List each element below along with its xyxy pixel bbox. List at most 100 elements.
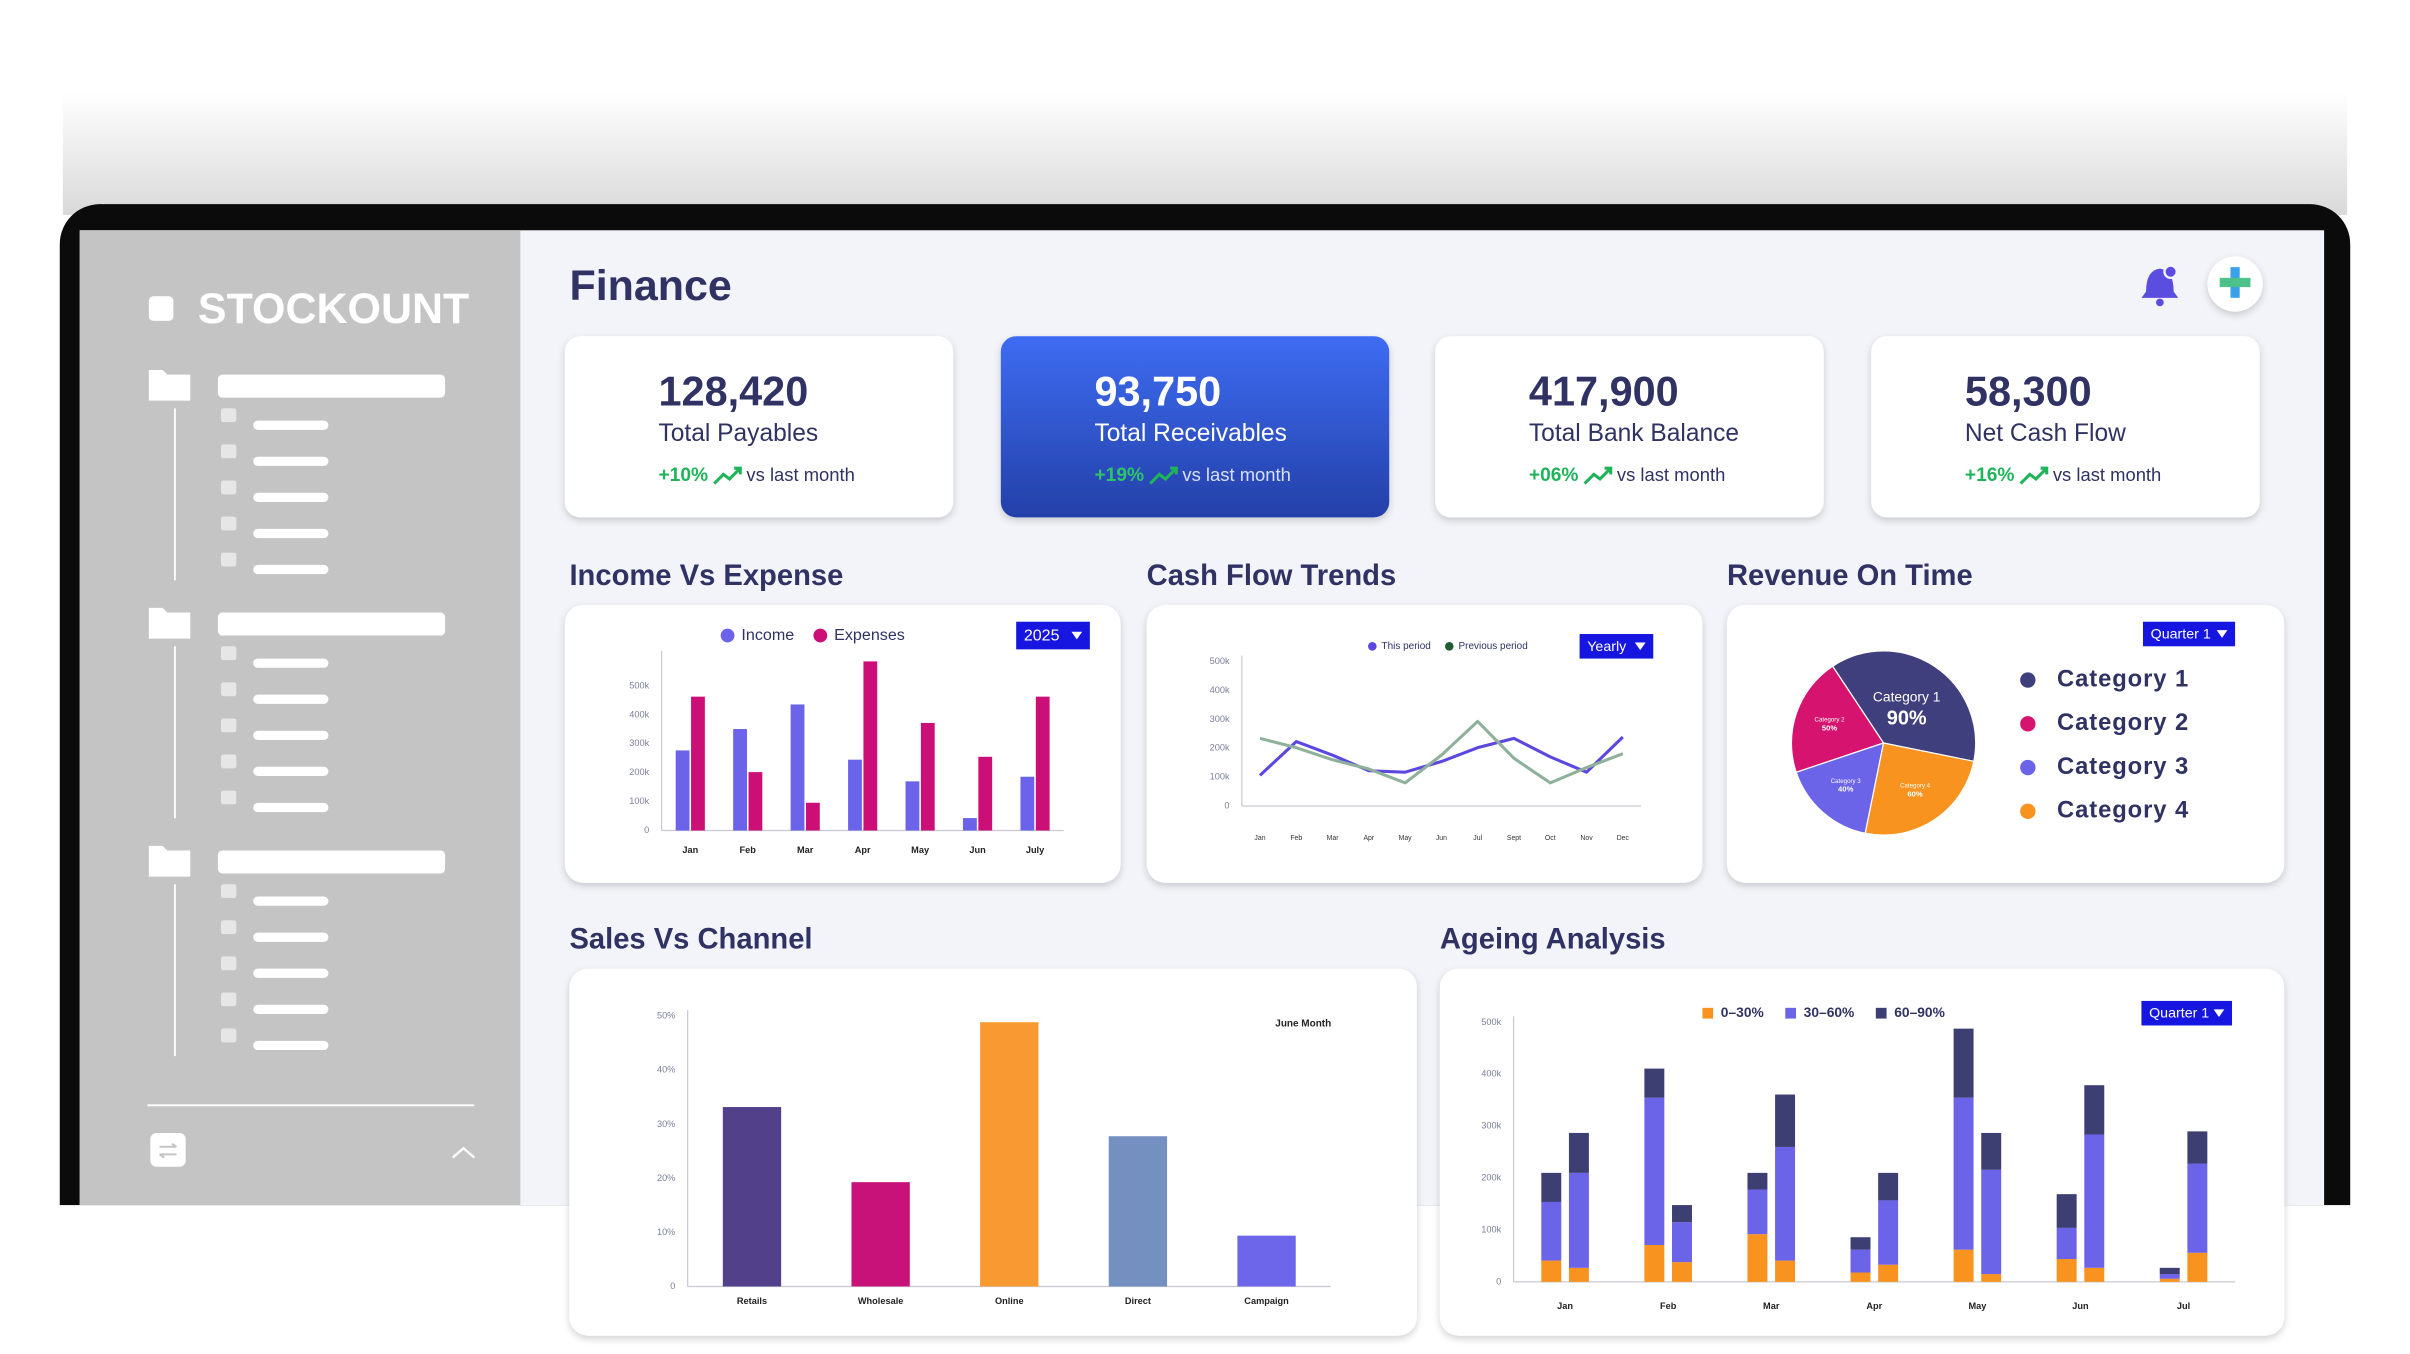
legend-swatch [1785, 1007, 1797, 1019]
kpi-label: Total Bank Balance [1529, 420, 1739, 447]
legend-label: Category 4 [2057, 797, 2189, 824]
submenu-placeholder [253, 528, 329, 539]
switch-arrows [159, 1142, 178, 1159]
bar-segment [2187, 1252, 2208, 1282]
x-tick-label: Jun [969, 845, 986, 855]
shadow [62, 92, 2348, 215]
x-tick-label: Jun [1436, 835, 1447, 842]
y-tick-label: 100k [1210, 772, 1230, 782]
filter-label: Quarter 1 [2149, 1006, 2209, 1022]
file-icon [220, 920, 237, 935]
kpi-value: 93,750 [1094, 367, 1221, 414]
legend-label: Income [741, 626, 794, 644]
y-tick-label: 200k [1210, 743, 1230, 753]
kpi-card [564, 336, 954, 518]
y-tick-label: 0 [1224, 800, 1229, 810]
legend-label: Previous period [1459, 641, 1528, 652]
annotation: June Month [1275, 1019, 1331, 1030]
submenu-placeholder [253, 658, 329, 668]
submenu-placeholder [253, 766, 329, 777]
legend-swatch [2020, 759, 2036, 776]
bar-segment [1672, 1262, 1692, 1282]
x-tick-label: Feb [740, 845, 757, 855]
bar-segment [2056, 1259, 2077, 1282]
line-series [1258, 735, 1624, 777]
brand: STOCKOUNT [198, 285, 469, 333]
bar-segment [2159, 1278, 2180, 1282]
slice-name: Category 3 [1831, 778, 1862, 785]
notification-bell[interactable] [2141, 264, 2179, 307]
y-tick-label: 100k [629, 796, 649, 806]
x-tick-label: Mar [1327, 835, 1340, 842]
bar-segment [1541, 1201, 1562, 1261]
bar [920, 722, 935, 831]
pie-slice [1831, 650, 1977, 763]
chart-title: Revenue On Time [1727, 560, 1973, 592]
file-icon [220, 992, 237, 1007]
bar-segment [2056, 1227, 2077, 1260]
y-tick-label: 300k [1210, 714, 1230, 724]
bar [905, 781, 920, 831]
bar-segment [1747, 1234, 1768, 1282]
x-tick-label: May [911, 845, 930, 855]
y-tick-label: 200k [1481, 1173, 1501, 1183]
bar-segment [2187, 1131, 2208, 1164]
kpi-label: Net Cash Flow [1965, 420, 2126, 447]
bar [863, 661, 878, 831]
bar [978, 756, 993, 831]
submenu-placeholder [253, 492, 329, 502]
bar [1020, 776, 1035, 831]
x-tick-label: Direct [1125, 1296, 1151, 1306]
bar [851, 1182, 910, 1287]
bar-segment [1568, 1172, 1589, 1268]
bar-segment [1644, 1245, 1665, 1282]
dropdown-caret [1071, 631, 1083, 640]
bar-segment [1541, 1172, 1562, 1202]
bar-segment [1981, 1274, 2002, 1282]
kpi-card [1000, 336, 1390, 518]
x-tick-label: Feb [1660, 1301, 1677, 1311]
legend-label: This period [1382, 641, 1431, 652]
bar-segment [1953, 1097, 1974, 1250]
bar-segment [1953, 1028, 1974, 1098]
avatar-cross [2219, 277, 2251, 288]
bar-segment [1672, 1205, 1692, 1223]
legend-label: 0–30% [1721, 1004, 1764, 1020]
menu-placeholder [217, 374, 446, 398]
y-tick-label: 0 [1496, 1276, 1501, 1286]
legend-swatch [1875, 1007, 1887, 1019]
x-tick-label: Jan [1254, 835, 1265, 842]
legend-swatch [813, 628, 828, 643]
bar-segment [1747, 1172, 1768, 1190]
bar-segment [1568, 1132, 1589, 1173]
x-tick-label: Jan [1557, 1301, 1573, 1311]
bar [675, 750, 690, 831]
chart-title: Ageing Analysis [1440, 924, 1666, 956]
switch-icon[interactable] [150, 1132, 186, 1167]
slice-value: 90% [1887, 708, 1927, 730]
pie-slice [1864, 742, 1975, 836]
kpi-card [1435, 336, 1824, 518]
folder-icon [148, 369, 191, 401]
folder-icon [148, 845, 191, 877]
kpi-note: vs last month [1617, 464, 1725, 485]
legend-swatch [1702, 1007, 1714, 1019]
avatar[interactable] [2207, 256, 2263, 312]
bar-segment [2056, 1194, 2077, 1228]
file-icon [220, 884, 237, 899]
legend-swatch [2020, 803, 2036, 820]
slice-value: 50% [1822, 723, 1838, 732]
kpi-label: Total Payables [658, 420, 818, 447]
bar-segment [2159, 1267, 2180, 1275]
bar-segment [1644, 1068, 1665, 1098]
x-tick-label: May [1968, 1301, 1987, 1311]
collapse-chevron[interactable] [452, 1146, 476, 1159]
bar [733, 729, 747, 831]
line-series [1259, 719, 1624, 785]
x-tick-label: Mar [797, 845, 814, 855]
page-title: Finance [569, 262, 731, 310]
bar-segment [1850, 1249, 1871, 1273]
bar [790, 704, 805, 831]
file-icon [220, 1028, 237, 1043]
